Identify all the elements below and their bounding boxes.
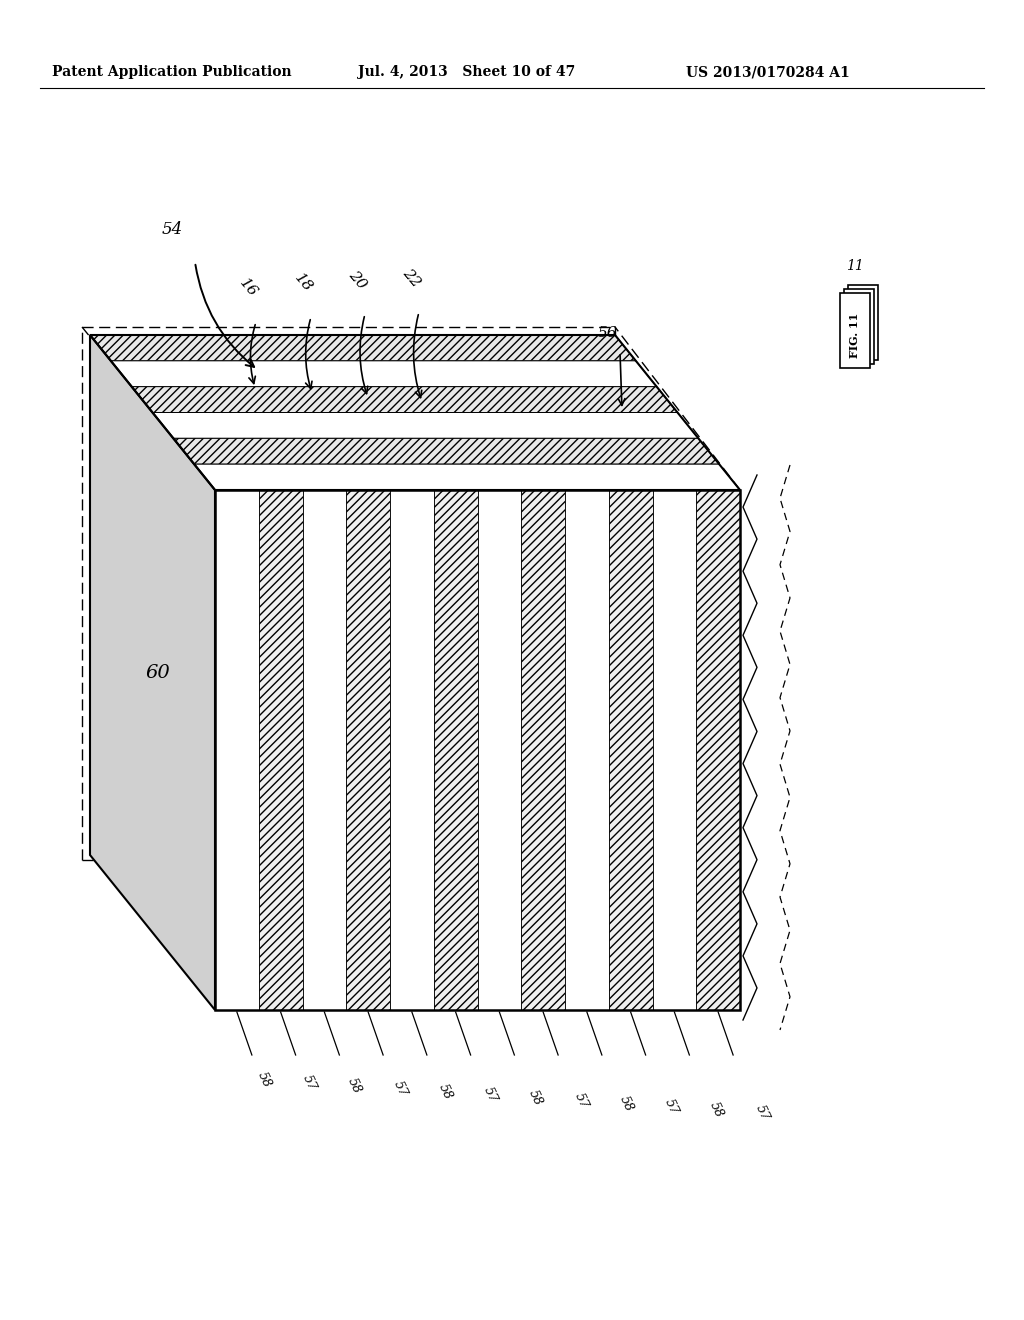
Polygon shape [390, 490, 434, 1010]
Polygon shape [652, 490, 696, 1010]
Text: 58: 58 [616, 1094, 636, 1114]
Polygon shape [608, 490, 652, 1010]
FancyBboxPatch shape [840, 293, 870, 368]
Text: 57: 57 [390, 1078, 410, 1100]
Polygon shape [259, 490, 302, 1010]
Polygon shape [302, 490, 346, 1010]
Polygon shape [434, 490, 477, 1010]
Polygon shape [153, 412, 698, 438]
Text: 58: 58 [526, 1088, 545, 1107]
Text: 16: 16 [237, 276, 260, 300]
Text: 58: 58 [255, 1071, 273, 1090]
Polygon shape [477, 490, 521, 1010]
Text: 18: 18 [292, 271, 314, 294]
FancyBboxPatch shape [844, 289, 874, 364]
Polygon shape [111, 360, 656, 387]
Text: 20: 20 [345, 268, 369, 292]
Polygon shape [521, 490, 565, 1010]
FancyBboxPatch shape [848, 285, 878, 360]
Text: US 2013/0170284 A1: US 2013/0170284 A1 [686, 65, 850, 79]
Polygon shape [346, 490, 390, 1010]
Text: 11: 11 [846, 259, 864, 273]
Polygon shape [696, 490, 740, 1010]
Text: 57: 57 [300, 1073, 318, 1093]
Text: 22: 22 [399, 267, 423, 290]
Polygon shape [195, 465, 740, 490]
Text: 57: 57 [481, 1085, 500, 1105]
Polygon shape [565, 490, 608, 1010]
Text: 56: 56 [598, 326, 617, 341]
Text: Jul. 4, 2013   Sheet 10 of 47: Jul. 4, 2013 Sheet 10 of 47 [358, 65, 575, 79]
Text: 58: 58 [708, 1100, 726, 1119]
Polygon shape [132, 387, 678, 412]
Text: Patent Application Publication: Patent Application Publication [52, 65, 292, 79]
Text: 57: 57 [753, 1104, 771, 1123]
Text: 57: 57 [571, 1092, 590, 1111]
Text: 57: 57 [663, 1097, 681, 1117]
Polygon shape [215, 490, 259, 1010]
Text: FIG. 11: FIG. 11 [850, 313, 860, 358]
Polygon shape [90, 335, 215, 1010]
Polygon shape [90, 335, 636, 360]
Polygon shape [173, 438, 719, 465]
Text: 58: 58 [436, 1082, 455, 1102]
Text: 58: 58 [345, 1076, 364, 1096]
Text: 60: 60 [145, 664, 170, 681]
Text: 54: 54 [162, 220, 183, 238]
